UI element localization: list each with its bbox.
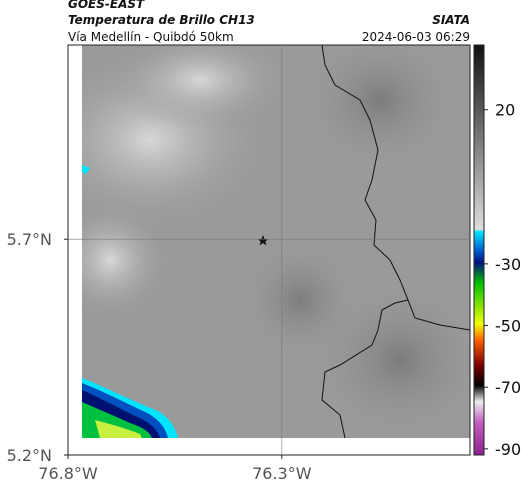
product-title: GOES-EAST — [68, 0, 145, 11]
station-marker — [257, 235, 269, 246]
colorbar-tick-label: -90 — [495, 440, 521, 459]
y-tick-label: 5.2°N — [7, 446, 52, 465]
route: Vía Medellín - Quibdó 50km — [68, 30, 234, 44]
x-tick-label: 76.3°W — [252, 464, 312, 483]
satellite-image — [82, 45, 470, 438]
source: SIATA — [432, 13, 470, 27]
colorbar-tick-label: 20 — [495, 101, 515, 120]
timestamp: 2024-06-03 06:29 — [362, 30, 470, 44]
channel-title: Temperatura de Brillo CH13 — [68, 13, 255, 27]
y-tick-label: 5.7°N — [7, 230, 52, 249]
map-frame — [67, 44, 471, 456]
colorbar-tick-label: -50 — [495, 317, 521, 336]
colorbar — [473, 44, 485, 456]
x-tick-label: 76.8°W — [38, 464, 98, 483]
colorbar-tick-label: -30 — [495, 255, 521, 274]
colorbar-tick-label: -70 — [495, 378, 521, 397]
